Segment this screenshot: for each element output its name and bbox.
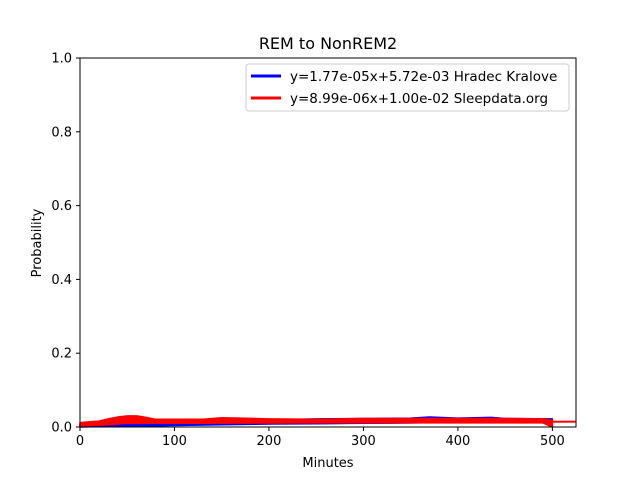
x-tick-label: 0 <box>76 434 84 449</box>
x-tick-label: 100 <box>162 434 187 449</box>
legend: y=1.77e-05x+5.72e-03 Hradec Kralove y=8.… <box>245 63 570 112</box>
x-tick-label: 400 <box>445 434 470 449</box>
x-axis: 0 100 200 300 400 500 <box>76 427 565 449</box>
y-tick-label: 1.0 <box>51 52 72 67</box>
legend-box <box>245 63 570 112</box>
y-tick-label: 0.6 <box>51 199 72 214</box>
y-tick-label: 0.0 <box>51 421 72 436</box>
x-axis-label: Minutes <box>302 456 353 471</box>
x-tick-label: 200 <box>257 434 282 449</box>
plot-area <box>79 415 577 428</box>
fit-line-sleepdata <box>79 420 577 425</box>
y-tick-label: 0.4 <box>51 273 72 288</box>
y-axis-label: Probability <box>30 208 45 277</box>
x-tick-label: 300 <box>351 434 376 449</box>
legend-label-sleepdata: y=8.99e-06x+1.00e-02 Sleepdata.org <box>290 91 548 107</box>
x-tick-label: 500 <box>540 434 565 449</box>
y-axis: 0.0 0.2 0.4 0.6 0.8 1.0 <box>51 52 80 436</box>
y-tick-label: 0.8 <box>51 125 72 140</box>
chart-title: REM to NonREM2 <box>259 34 397 53</box>
legend-label-hradec-kralove: y=1.77e-05x+5.72e-03 Hradec Kralove <box>290 69 557 85</box>
axes-frame <box>79 57 577 428</box>
y-tick-label: 0.2 <box>51 347 72 362</box>
